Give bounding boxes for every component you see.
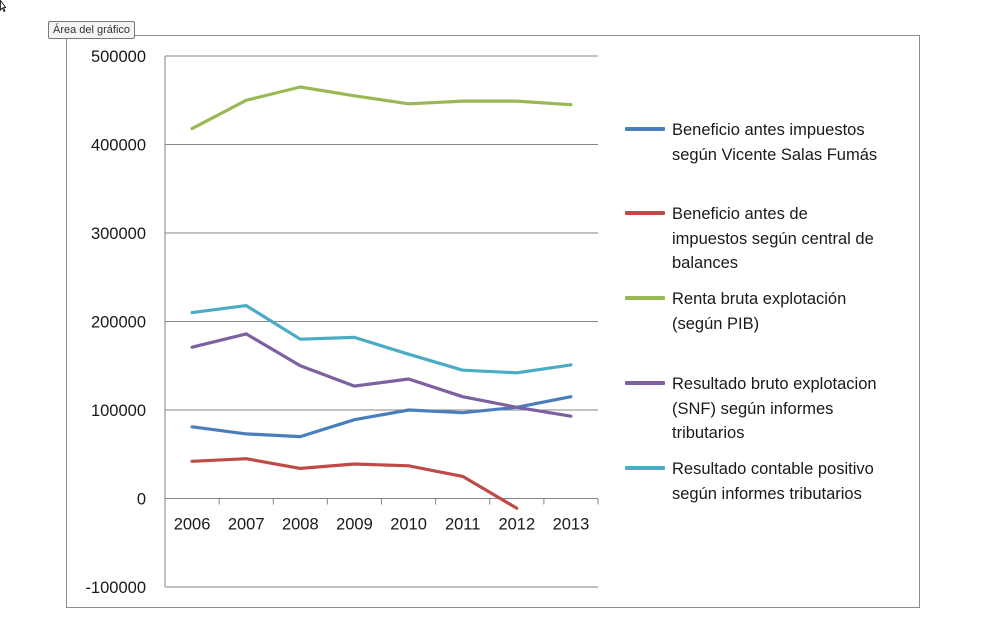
- series-line-5[interactable]: [190, 304, 573, 375]
- legend-swatch-1: [625, 127, 665, 131]
- chart-area-tooltip: Área del gráfico: [48, 21, 136, 39]
- y-tick-label-6: -100000: [85, 579, 146, 597]
- x-tick-label-2007: 2007: [228, 516, 265, 534]
- gridlines: [165, 55, 598, 588]
- mouse-pointer-icon: [0, 0, 6, 12]
- y-tick-label-1: 400000: [91, 137, 146, 155]
- legend-label-5: Resultado contable positivo según informe…: [672, 457, 922, 506]
- legend-label-line: según informes tributarios: [672, 484, 862, 503]
- series-line-2[interactable]: [190, 457, 519, 510]
- legend-label-line: Resultado contable positivo: [672, 460, 874, 478]
- tick-labels: 500000 400000 300000 200000 100000 0 -100000 20…: [85, 48, 589, 597]
- series-lines: [190, 85, 573, 510]
- legend-swatch-2: [625, 211, 665, 215]
- legend-label-line: Resultado bruto explotacion: [672, 375, 877, 393]
- legend-label-line: (SNF) según informes: [672, 399, 834, 418]
- x-tick-label-2012: 2012: [498, 516, 535, 534]
- series-line-4[interactable]: [190, 332, 573, 418]
- legend-label-line: (según PIB): [672, 314, 760, 333]
- x-tick-label-2009: 2009: [336, 516, 373, 534]
- x-tick-label-2011: 2011: [445, 516, 480, 534]
- series-line-1[interactable]: [190, 395, 573, 439]
- legend-label-4: Resultado bruto explotacion (SNF) según i…: [672, 372, 922, 446]
- legend-label-line: según Vicente Salas Fumás: [672, 145, 878, 164]
- legend-label-1: Beneficio antes impuestos según Vicente S…: [672, 118, 922, 167]
- legend-label-line: Beneficio antes impuestos: [672, 121, 865, 139]
- axes: [164, 56, 599, 587]
- y-tick-label-2: 300000: [91, 225, 146, 243]
- legend-swatch-3: [625, 296, 665, 300]
- x-tick-label-2013: 2013: [553, 516, 590, 534]
- legend-label-line: Beneficio antes de: [672, 205, 808, 223]
- x-tick-label-2010: 2010: [390, 516, 427, 534]
- legend-label-2: Beneficio antes de impuestos según centra…: [672, 202, 922, 276]
- legend-label-line: tributarios: [672, 424, 745, 442]
- legend-label-line: balances: [672, 254, 739, 272]
- x-tick-label-2006: 2006: [174, 516, 211, 534]
- y-tick-label-3: 200000: [91, 314, 146, 332]
- chart-legend[interactable]: Beneficio antes impuestos según Vicente S…: [625, 0, 925, 625]
- legend-swatch-5: [625, 466, 665, 470]
- legend-label-3: Renta bruta explotación (según PIB): [672, 287, 922, 336]
- y-tick-label-5: 0: [137, 491, 146, 509]
- x-tick-label-2008: 2008: [282, 516, 319, 534]
- legend-swatch-4: [625, 381, 665, 385]
- y-tick-label-0: 500000: [91, 48, 146, 66]
- legend-label-line: impuestos según central de: [672, 229, 874, 248]
- series-line-3[interactable]: [190, 85, 573, 131]
- legend-label-line: Renta bruta explotación: [672, 290, 847, 308]
- y-tick-label-4: 100000: [91, 402, 146, 420]
